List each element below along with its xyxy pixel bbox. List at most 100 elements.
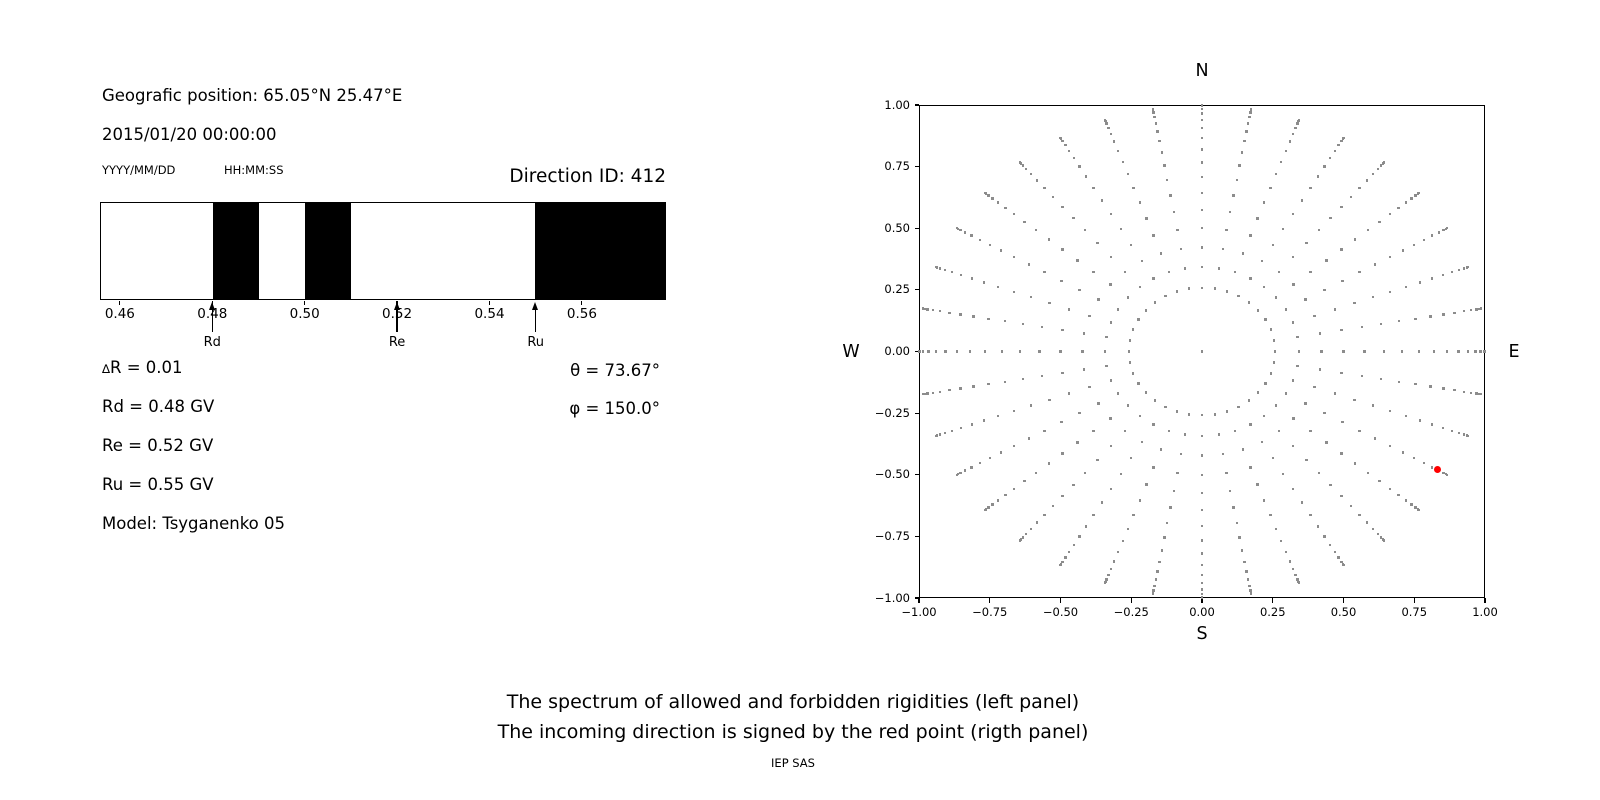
direction-dot <box>1200 286 1204 289</box>
direction-dot <box>955 473 959 476</box>
direction-dot <box>922 307 925 310</box>
direction-dot <box>1225 410 1229 413</box>
direction-dot <box>1371 527 1375 531</box>
direction-dot <box>1360 374 1364 378</box>
direction-dot <box>1183 433 1187 436</box>
direction-dot <box>1175 410 1179 413</box>
direction-dot <box>955 350 959 353</box>
direction-dot <box>1225 290 1229 293</box>
direction-dot <box>931 308 934 312</box>
direction-dot <box>1160 151 1163 154</box>
direction-dot <box>1109 417 1112 420</box>
direction-dot <box>1441 273 1445 277</box>
direction-dot <box>1078 288 1081 292</box>
direction-dot <box>997 201 1000 204</box>
direction-dot <box>1309 186 1312 190</box>
direction-dot <box>1457 350 1460 353</box>
direction-dot <box>955 227 959 230</box>
direction-dot <box>1277 430 1281 433</box>
direction-dot <box>1040 374 1044 378</box>
direction-dot <box>1371 296 1375 299</box>
y-axis-tick-label: 1.00 <box>884 97 910 112</box>
direction-dot <box>1116 308 1120 311</box>
direction-dot <box>1137 318 1140 321</box>
direction-dot <box>1067 149 1071 153</box>
direction-dot <box>1156 130 1159 133</box>
direction-dot <box>1323 535 1326 538</box>
direction-dot <box>1151 107 1155 110</box>
direction-dot <box>1018 350 1022 353</box>
direction-dot <box>1323 411 1326 415</box>
direction-dot <box>1141 440 1144 443</box>
direction-dot <box>1163 164 1166 167</box>
axis-tick-label: 0.56 <box>566 306 597 322</box>
direction-dot <box>1382 539 1386 542</box>
direction-dot <box>987 506 990 509</box>
direction-dot <box>1183 267 1187 270</box>
direction-dot <box>1237 405 1240 408</box>
direction-dot <box>1232 194 1235 197</box>
direction-dot <box>1284 550 1287 554</box>
direction-dot <box>1342 563 1345 567</box>
direction-dot <box>1023 220 1026 223</box>
direction-dot <box>1088 385 1091 389</box>
direction-dot <box>1126 172 1130 176</box>
direction-dot <box>1453 311 1456 314</box>
axis-tick <box>488 301 491 305</box>
direction-dot <box>1084 175 1088 178</box>
y-axis-tick <box>914 166 919 168</box>
direction-dot <box>1048 301 1051 305</box>
direction-dot <box>1442 313 1445 316</box>
direction-dot <box>1475 308 1478 311</box>
direction-dot <box>1466 350 1470 353</box>
direction-dot <box>1274 296 1278 299</box>
direction-dot <box>1164 295 1167 298</box>
direction-dot <box>1249 593 1253 596</box>
direction-dot <box>959 387 962 390</box>
direction-dot <box>1263 499 1266 502</box>
direction-dot <box>1246 578 1250 581</box>
direction-dot <box>1317 228 1321 232</box>
direction-dot <box>1029 172 1033 176</box>
x-axis-tick <box>989 598 991 603</box>
direction-dot <box>1366 228 1370 232</box>
direction-dot <box>1180 452 1183 456</box>
direction-dot <box>1479 307 1482 310</box>
direction-dot <box>1363 350 1366 353</box>
direction-dot <box>1316 175 1320 178</box>
direction-dot <box>1076 259 1079 262</box>
ru-text: Ru = 0.55 GV <box>102 475 214 494</box>
direction-dot <box>1469 391 1473 395</box>
direction-dot <box>1012 409 1016 413</box>
direction-dot <box>1453 389 1456 392</box>
direction-dot <box>1104 118 1107 122</box>
direction-dot <box>1141 260 1144 263</box>
direction-dot <box>1123 430 1127 433</box>
direction-dot <box>1379 377 1383 381</box>
y-axis-tick-label: 0.75 <box>884 159 910 174</box>
direction-dot <box>1269 328 1272 331</box>
direction-dot <box>1243 140 1246 143</box>
direction-dot <box>1296 578 1299 581</box>
direction-dot <box>944 350 947 353</box>
direction-dot <box>926 392 929 395</box>
direction-dot <box>1200 208 1204 212</box>
direction-dot <box>1340 328 1343 332</box>
direction-dot <box>1061 140 1064 143</box>
direction-dot <box>1288 140 1291 143</box>
direction-dot <box>1297 350 1300 353</box>
marker-arrow-shaft <box>211 309 213 332</box>
direction-dot <box>1126 404 1130 407</box>
direction-dot <box>1474 350 1477 353</box>
axis-tick-label: 0.50 <box>289 306 320 322</box>
direction-dot <box>1341 420 1344 424</box>
direction-dot <box>1217 433 1220 436</box>
direction-dot <box>1003 320 1007 323</box>
direction-dot <box>1067 392 1071 395</box>
direction-dot <box>982 281 986 284</box>
direction-dot <box>1309 429 1312 432</box>
direction-dot <box>1221 247 1224 251</box>
direction-dot <box>927 350 930 353</box>
direction-dot <box>1152 466 1155 469</box>
direction-dot <box>1296 122 1299 125</box>
